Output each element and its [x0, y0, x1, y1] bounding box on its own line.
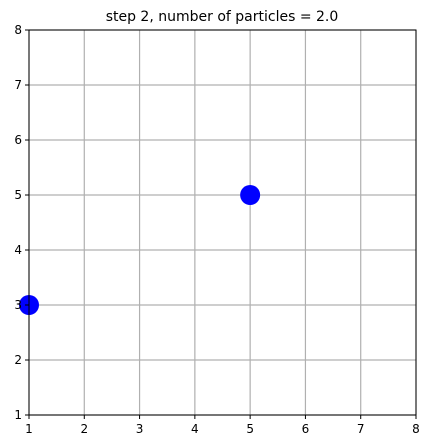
x-tick-label: 6: [302, 422, 310, 436]
y-tick-label: 3: [14, 298, 22, 312]
plot-frame: [28, 29, 417, 416]
chart-title: step 2, number of particles = 2.0: [106, 9, 339, 25]
y-tick-label: 8: [14, 23, 22, 37]
particle-point: [240, 185, 261, 205]
axis-ticks: 1 2 3 4 5 6 7 8 1 2 3 4 5 6 7 8: [14, 23, 419, 436]
x-tick-label: 5: [246, 422, 254, 436]
y-tick-label: 1: [14, 408, 22, 422]
x-tick-label: 3: [136, 422, 144, 436]
y-tick-label: 5: [14, 188, 22, 202]
x-tick-label: 2: [80, 422, 88, 436]
y-tick-label: 2: [14, 353, 22, 367]
x-tick-label: 8: [412, 422, 420, 436]
x-tick-label: 1: [25, 422, 33, 436]
y-tick-label: 7: [14, 78, 22, 92]
x-tick-label: 4: [191, 422, 199, 436]
y-tick-label: 6: [14, 133, 22, 147]
y-tick-label: 4: [14, 243, 22, 257]
x-tick-label: 7: [357, 422, 365, 436]
grid: [28, 29, 417, 416]
